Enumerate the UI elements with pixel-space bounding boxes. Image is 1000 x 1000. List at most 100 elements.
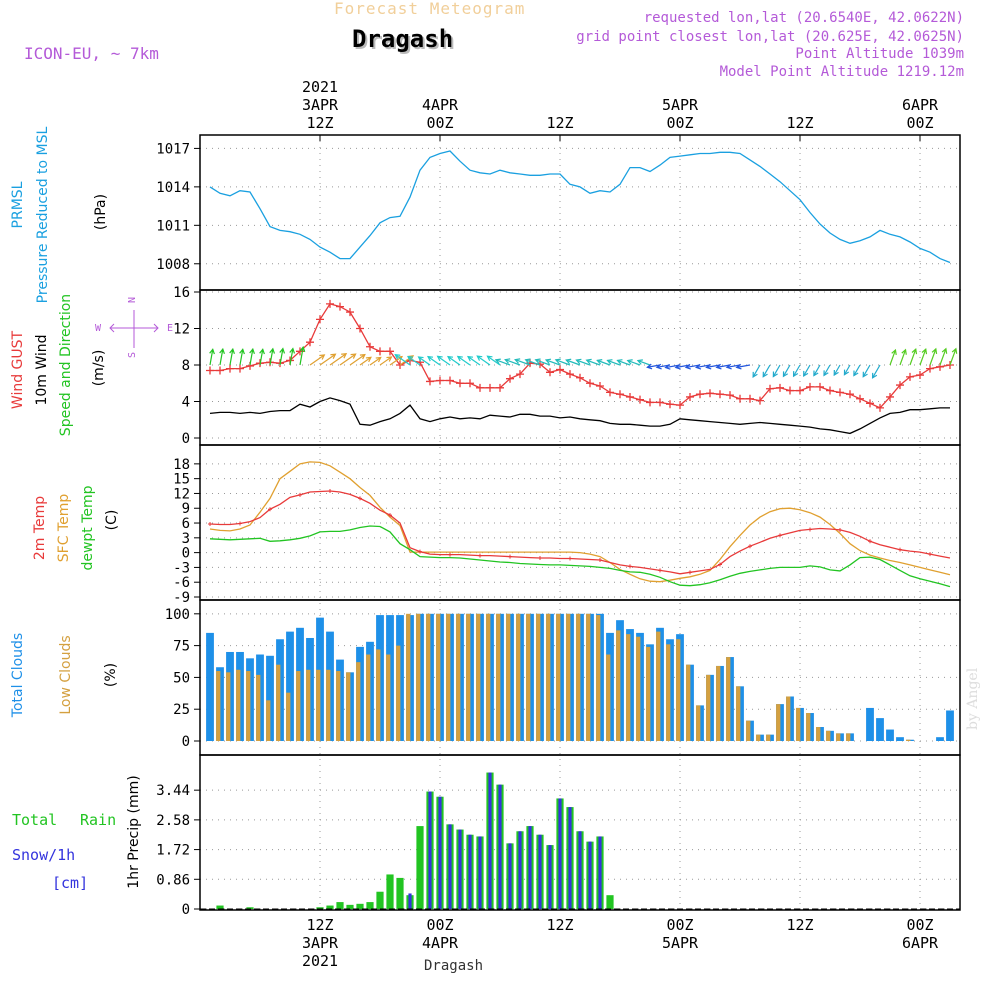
- wind-arrow: [535, 359, 551, 366]
- gust-point: [896, 381, 904, 390]
- gust-point: [386, 347, 394, 356]
- wind-arrow-head: [259, 348, 265, 355]
- wind-arrow-head: [772, 371, 778, 378]
- wind-arrow-head: [375, 356, 382, 363]
- bottom-time-label: 3APR: [302, 934, 339, 952]
- wind-arrow: [209, 349, 214, 366]
- precip-label-cm: [cm]: [52, 874, 88, 892]
- gust-point: [906, 372, 914, 381]
- gust-point: [316, 315, 324, 324]
- panel-frame: [199, 289, 961, 446]
- snow-bar: [438, 796, 442, 909]
- temp-unit: (C): [104, 510, 120, 531]
- total-cloud-bar: [866, 707, 874, 741]
- top-time-label: 3APR: [302, 96, 339, 114]
- gust-point: [796, 386, 804, 395]
- footer-station: Dragash: [424, 958, 484, 974]
- wind-arrow: [457, 355, 471, 366]
- wind-arrow: [219, 348, 224, 366]
- wind-arrow-head: [575, 358, 582, 365]
- low-cloud-bar: [566, 613, 571, 741]
- y-tick-label: 15: [173, 472, 190, 488]
- low-cloud-bar: [446, 613, 451, 741]
- t2m-marker: [688, 570, 692, 575]
- y-tick-label: 1014: [156, 180, 190, 196]
- t2m-marker: [808, 527, 812, 532]
- low-cloud-bar: [316, 669, 321, 741]
- low-cloud-bar: [466, 613, 471, 741]
- low-cloud-bar: [476, 613, 481, 741]
- top-time-label: 00Z: [666, 114, 693, 132]
- y-tick-label: -3: [173, 560, 190, 576]
- snow-bar: [538, 834, 542, 909]
- snow-bar: [408, 893, 412, 909]
- snow-bar: [458, 829, 462, 909]
- wind-arrow-head: [319, 354, 326, 360]
- low-cloud-bar: [376, 649, 381, 741]
- wind-arrow: [249, 348, 254, 366]
- snow-bar: [488, 772, 492, 909]
- y-tick-label: 0: [182, 902, 190, 918]
- wind-arrow-head: [862, 371, 868, 378]
- wind-arrow: [782, 364, 791, 377]
- gust-point: [846, 390, 854, 399]
- low-cloud-bar: [716, 665, 721, 741]
- snow-bar: [448, 824, 452, 909]
- wind-arrow: [555, 359, 571, 366]
- wind-arrow: [279, 348, 284, 366]
- low-cloud-bar: [816, 727, 821, 741]
- wind-arrow-head: [426, 355, 434, 362]
- wind-arrow-head: [330, 353, 337, 359]
- y-tick-label: 2.58: [156, 813, 190, 829]
- wind-arrow-head: [249, 347, 255, 355]
- low-cloud-bar: [536, 613, 541, 741]
- y-tick-label: 25: [173, 702, 190, 718]
- wind-arrow-head: [626, 359, 633, 365]
- low-cloud-bar: [596, 615, 601, 741]
- wind-arrow-head: [752, 371, 758, 378]
- t2m-marker: [538, 556, 542, 561]
- wind-arrow-head: [544, 358, 552, 365]
- low-cloud-bar: [266, 700, 271, 741]
- bottom-time-label: 00Z: [906, 916, 933, 934]
- t2m-marker: [568, 556, 572, 561]
- gust-point: [826, 386, 834, 395]
- low-cloud-bar: [736, 686, 741, 741]
- wind-arrow-head: [705, 363, 712, 370]
- bottom-time-label: 00Z: [666, 916, 693, 934]
- t2m-marker: [268, 507, 272, 512]
- t2m-marker: [718, 562, 722, 567]
- total-cloud-bar: [876, 718, 884, 741]
- wind-arrow: [899, 349, 907, 366]
- wind-arrow: [862, 364, 871, 378]
- y-tick-label: 1008: [156, 257, 190, 273]
- gust-point: [696, 390, 704, 399]
- pressure-line: [209, 150, 951, 264]
- low-cloud-bar: [226, 672, 231, 741]
- wind-arrow: [329, 353, 347, 366]
- y-tick-label: 0: [182, 734, 190, 750]
- precip-label-total: Total: [12, 811, 57, 829]
- t2m-marker: [628, 564, 632, 569]
- y-tick-label: 6: [182, 516, 190, 532]
- low-cloud-bar: [776, 704, 781, 741]
- low-cloud-bar: [346, 672, 351, 741]
- wind-arrow-head: [565, 358, 572, 365]
- y-tick-label: 9: [182, 501, 190, 517]
- compass-rose: [109, 310, 159, 348]
- gust-point: [776, 383, 784, 392]
- temp-label-sfc: SFC Temp: [56, 494, 72, 563]
- y-tick-label: 1.72: [156, 843, 190, 859]
- snow-bar: [548, 845, 552, 909]
- wind-arrow-head: [813, 370, 819, 377]
- wind-label-gust: Wind GUST: [10, 330, 26, 409]
- rain-bar: [376, 891, 384, 909]
- wind-arrow-head: [554, 358, 561, 364]
- rain-bar: [336, 902, 344, 909]
- low-cloud-bar: [216, 671, 221, 741]
- precip-label-snow: Snow/1h: [12, 846, 75, 864]
- top-time-label: 6APR: [902, 96, 939, 114]
- wind-arrow: [515, 359, 531, 366]
- gust-point: [916, 371, 924, 380]
- gust-point: [326, 299, 334, 308]
